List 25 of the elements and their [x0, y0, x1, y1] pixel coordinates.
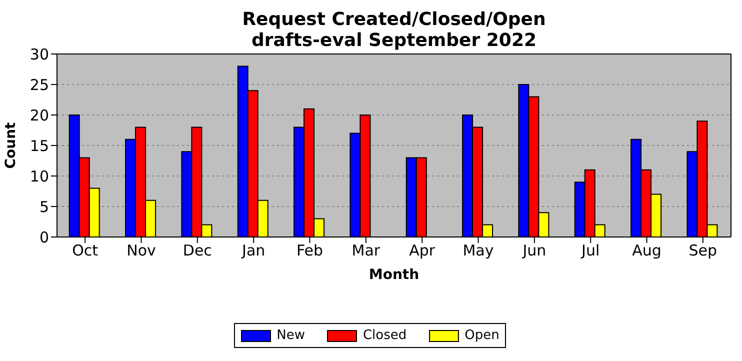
y-tick-label: 20: [30, 106, 49, 124]
y-tick-label: 5: [39, 198, 49, 216]
x-tick-label: Jan: [241, 242, 266, 260]
chart-title: Request Created/Closed/Open drafts-eval September 2022: [242, 9, 546, 51]
y-tick-label: 25: [30, 76, 49, 94]
x-tick-label: Dec: [182, 242, 212, 260]
x-tick-label: Jun: [522, 242, 546, 260]
legend-label: New: [276, 328, 305, 343]
x-tick-label: Nov: [126, 242, 156, 260]
y-axis-title: Count: [2, 122, 19, 169]
x-tick-label: Mar: [352, 242, 381, 260]
x-tick-label: May: [462, 242, 494, 260]
legend-label: Closed: [362, 328, 407, 343]
y-tick-label: 30: [30, 45, 49, 64]
y-tick-label: 0: [39, 228, 49, 246]
x-tick-label: Sep: [688, 242, 718, 260]
x-axis-title: Month: [368, 267, 420, 283]
legend-label: Open: [464, 328, 500, 343]
y-tick-label: 10: [30, 167, 49, 186]
y-tick-label: 15: [30, 136, 49, 155]
x-tick-label: Feb: [296, 242, 324, 260]
x-tick-label: Aug: [632, 242, 662, 260]
x-tick-label: Apr: [409, 242, 436, 260]
x-tick-label: Oct: [72, 242, 98, 260]
x-tick-label: Jul: [580, 242, 600, 260]
